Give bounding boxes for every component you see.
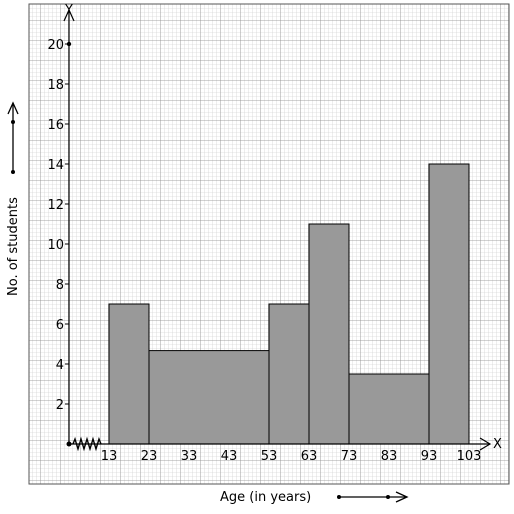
y-tick-labels: 2 4 6 8 10 12 14 16 18 20 xyxy=(47,38,72,413)
x-tick-label: 33 xyxy=(181,449,198,464)
y-axis-letter: Y xyxy=(64,3,73,18)
origin-dot xyxy=(66,441,72,447)
histogram-bar-13-23 xyxy=(108,303,150,445)
x-tick-label: 93 xyxy=(421,449,438,464)
bars-layer xyxy=(108,163,470,445)
histogram-bar-63-73 xyxy=(308,223,350,445)
y-axis-arrow xyxy=(63,8,75,22)
x-tick-label: 73 xyxy=(341,449,358,464)
x-tick-labels: 13 23 33 43 53 63 73 83 93 103 xyxy=(101,449,482,464)
x-tick-label: 23 xyxy=(141,449,158,464)
y-tick-label: 20 xyxy=(47,38,64,53)
y-tick-label: 8 xyxy=(56,278,64,293)
histogram-bar-53-63 xyxy=(268,303,310,445)
x-axis-letter: X xyxy=(493,437,502,452)
x-tick-label: 13 xyxy=(101,449,118,464)
x-tick-label: 103 xyxy=(457,449,482,464)
y-tick-label: 4 xyxy=(56,358,64,373)
x-axis-arrow xyxy=(479,437,492,451)
y-tick-label: 10 xyxy=(47,238,64,253)
x-tick-label: 83 xyxy=(381,449,398,464)
y-direction-arrow xyxy=(7,101,19,174)
y-tick-label: 6 xyxy=(56,318,64,333)
y-tick-label: 2 xyxy=(56,398,64,413)
y-tick-label: 16 xyxy=(47,118,64,133)
y-max-dot xyxy=(66,41,72,47)
histogram-bar-73-93 xyxy=(348,373,430,445)
histogram-bar-23-53 xyxy=(148,350,270,445)
x-direction-arrow xyxy=(337,491,409,503)
y-tick-label: 18 xyxy=(47,78,64,93)
y-tick-label: 12 xyxy=(47,198,64,213)
x-tick-label: 63 xyxy=(301,449,318,464)
axes-layer: Y X xyxy=(63,3,502,452)
histogram-bar-93-103 xyxy=(428,163,470,445)
x-tick-label: 43 xyxy=(221,449,238,464)
y-tick-label: 14 xyxy=(47,158,64,173)
x-axis-title: Age (in years) xyxy=(220,490,311,505)
x-tick-label: 53 xyxy=(261,449,278,464)
axis-break-zigzag xyxy=(72,436,102,452)
y-axis-title: No. of students xyxy=(6,197,21,296)
